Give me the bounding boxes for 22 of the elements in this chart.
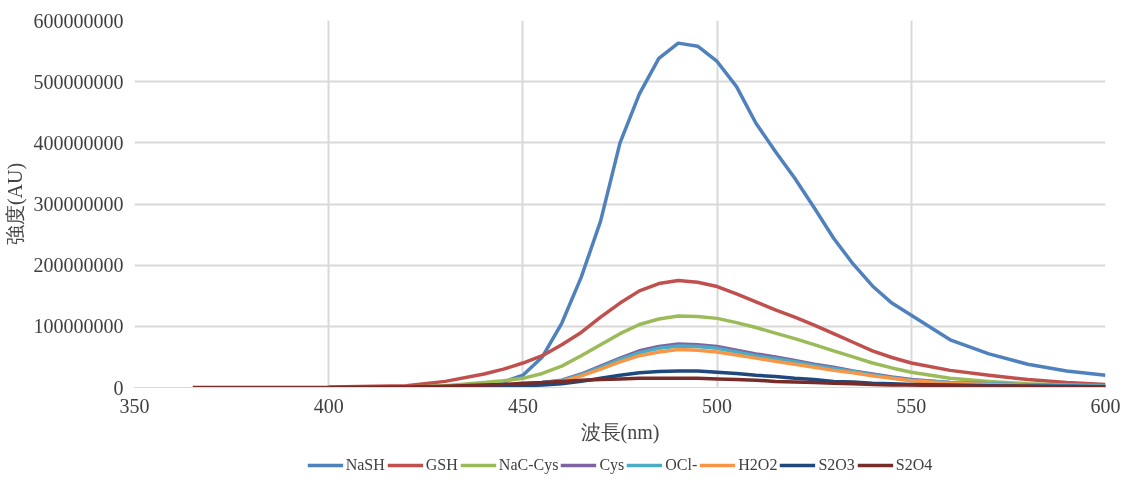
legend-label: S2O4	[895, 456, 933, 474]
y-tick-label: 100000000	[33, 315, 124, 338]
legend-label: GSH	[425, 456, 458, 474]
x-tick-label: 600	[1090, 394, 1121, 417]
legend-label: NaC-Cys	[498, 456, 559, 474]
legend-label: S2O3	[818, 456, 855, 474]
y-tick-label: 500000000	[33, 70, 124, 93]
x-tick-label: 550	[896, 394, 927, 417]
line-series	[191, 376, 1106, 388]
x-tick-label: 500	[702, 394, 733, 417]
y-tick-label: 600000000	[33, 9, 124, 32]
x-axis-title: 波長(nm)	[580, 420, 660, 444]
y-axis-title: 強度(AU)	[3, 162, 27, 246]
legend-label: Cys	[599, 456, 625, 474]
y-tick-label: 400000000	[33, 131, 124, 154]
legend-label: H2O2	[738, 456, 778, 474]
legend-label: NaSH	[345, 456, 385, 474]
y-tick-label: 300000000	[33, 193, 124, 215]
legend-label: OCl-	[665, 456, 698, 474]
x-tick-label: 400	[313, 394, 344, 417]
x-tick-label: 450	[507, 394, 538, 417]
y-tick-label: 200000000	[33, 254, 124, 277]
